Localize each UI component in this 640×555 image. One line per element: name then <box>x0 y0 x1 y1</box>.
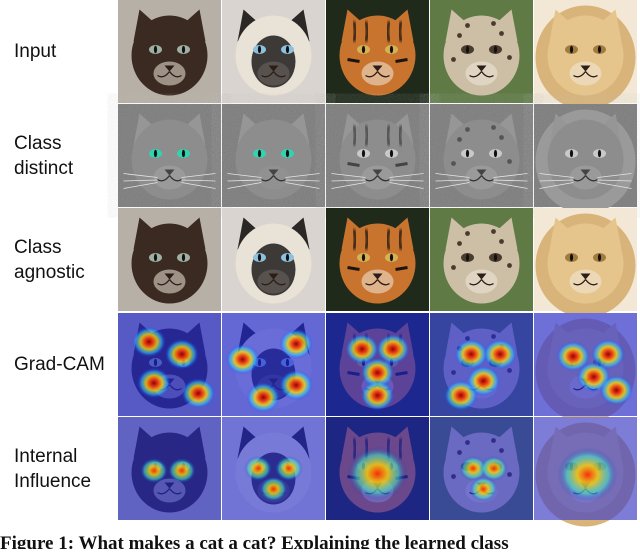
cell-internal-influence-lion <box>534 417 637 527</box>
cell-internal-influence-cheetah-cub <box>430 417 533 520</box>
figure-caption: Figure 1: What makes a cat a cat? Explai… <box>0 533 509 554</box>
row-label-line: Influence <box>14 470 92 492</box>
heatmap-hotspot <box>360 380 395 411</box>
heatmap-hotspot <box>459 455 488 482</box>
heatmap-hotspot <box>443 380 478 411</box>
cell-class-distinct-cheetah-cub <box>430 104 533 207</box>
heatmap-hotspot <box>181 378 216 409</box>
row-label-grad-cam: Grad-CAM <box>14 313 119 416</box>
heatmap-hotspot <box>469 476 498 502</box>
row-label-line: distinct <box>14 157 74 179</box>
heatmap-hotspot <box>591 338 626 370</box>
row-label-line: Class <box>14 236 62 258</box>
heatmap-hotspot <box>274 455 303 482</box>
row-label-class-distinct: Class distinct <box>14 104 119 207</box>
heatmap-hotspot <box>557 447 618 502</box>
heatmap-hotspot <box>131 326 166 358</box>
heatmap-hotspot <box>164 338 199 370</box>
heatmap-hotspot <box>137 367 172 399</box>
cell-class-distinct-siamese-cat <box>222 104 325 207</box>
heatmap-hotspot <box>259 476 288 502</box>
cell-input-lion <box>534 0 637 110</box>
heatmap-hotspot <box>479 455 508 482</box>
heatmap-hotspot <box>375 333 410 365</box>
row-label-line: Grad-CAM <box>14 354 105 375</box>
cell-class-agnostic-cheetah-cub <box>430 208 533 311</box>
heatmap-hotspot <box>279 369 314 401</box>
cell-grad-cam-siamese-cat <box>222 313 325 416</box>
heatmap-hotspot <box>225 344 260 375</box>
row-label-class-agnostic: Class agnostic <box>14 208 119 311</box>
row-label-internal-influence: Internal Influence <box>14 417 119 520</box>
heatmap-hotspot <box>167 457 196 484</box>
cell-internal-influence-siamese-cat <box>222 417 325 520</box>
heatmap-hotspot <box>360 357 395 389</box>
cell-class-agnostic-cat-dark <box>118 208 221 311</box>
heatmap-hotspot <box>244 455 273 482</box>
row-label-line: Internal <box>14 445 78 467</box>
cell-grad-cam-cat-dark <box>118 313 221 416</box>
heatmap-hotspot <box>454 338 489 370</box>
cell-input-cat-dark <box>118 0 221 103</box>
heatmap-hotspot <box>279 328 314 360</box>
row-label-line: agnostic <box>14 261 85 283</box>
row-label-input: Input <box>14 0 119 103</box>
cell-input-cheetah-cub <box>430 0 533 103</box>
row-label-line: Class <box>14 132 62 154</box>
cell-class-distinct-lion <box>534 104 637 214</box>
cell-input-siamese-cat <box>222 0 325 103</box>
heatmap-hotspot <box>140 457 169 484</box>
heatmap-hotspot <box>599 374 634 406</box>
cell-class-distinct-cat-dark <box>118 104 221 207</box>
cell-internal-influence-cat-dark <box>118 417 221 520</box>
heatmap-hotspot <box>347 446 408 501</box>
cell-class-agnostic-lion <box>534 208 637 318</box>
cell-class-agnostic-siamese-cat <box>222 208 325 311</box>
cell-grad-cam-cheetah-cub <box>430 313 533 416</box>
row-label-line: Input <box>14 41 57 62</box>
heatmap-hotspot <box>556 340 591 372</box>
heatmap-hotspot <box>345 333 380 365</box>
cell-grad-cam-lion <box>534 313 637 423</box>
cell-class-distinct-tiger <box>326 104 429 207</box>
cell-grad-cam-tiger <box>326 313 429 416</box>
cell-class-agnostic-tiger <box>326 208 429 311</box>
cell-internal-influence-tiger <box>326 417 429 520</box>
heatmap-hotspot <box>246 382 281 413</box>
cell-input-tiger <box>326 0 429 103</box>
heatmap-hotspot <box>483 338 518 370</box>
